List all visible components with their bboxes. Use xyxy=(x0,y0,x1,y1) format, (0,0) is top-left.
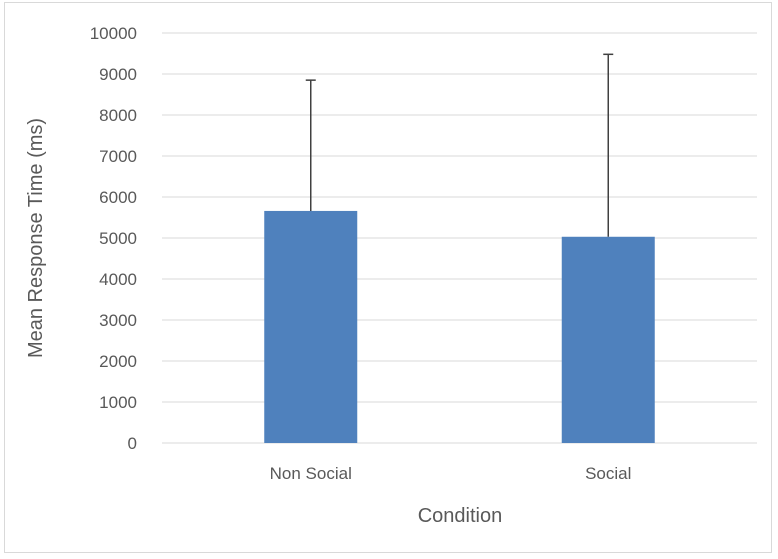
y-tick-label: 0 xyxy=(128,434,137,453)
error-bars xyxy=(305,53,614,237)
y-tick-label: 2000 xyxy=(99,352,137,371)
x-tick-labels: Non Social Social xyxy=(270,464,632,483)
y-tick-label: 1000 xyxy=(99,393,137,412)
y-tick-label: 6000 xyxy=(99,188,137,207)
y-tick-labels: 0 1000 2000 3000 4000 5000 6000 7000 8000 9000 100… xyxy=(90,24,137,453)
y-tick-label: 7000 xyxy=(99,147,137,166)
x-axis-title: Condition xyxy=(418,505,503,527)
y-tick-label: 10000 xyxy=(90,24,137,43)
x-tick-label: Social xyxy=(585,464,631,483)
y-tick-label: 8000 xyxy=(99,106,137,125)
x-tick-label: Non Social xyxy=(270,464,352,483)
y-tick-label: 4000 xyxy=(99,270,137,289)
y-tick-label: 9000 xyxy=(99,65,137,84)
y-tick-label: 3000 xyxy=(99,311,137,330)
y-tick-label: 5000 xyxy=(99,229,137,248)
y-axis-title: Mean Response Time (ms) xyxy=(25,118,47,358)
bar xyxy=(561,236,655,443)
gridlines xyxy=(162,32,757,444)
bar xyxy=(264,210,358,443)
bars xyxy=(264,210,655,443)
